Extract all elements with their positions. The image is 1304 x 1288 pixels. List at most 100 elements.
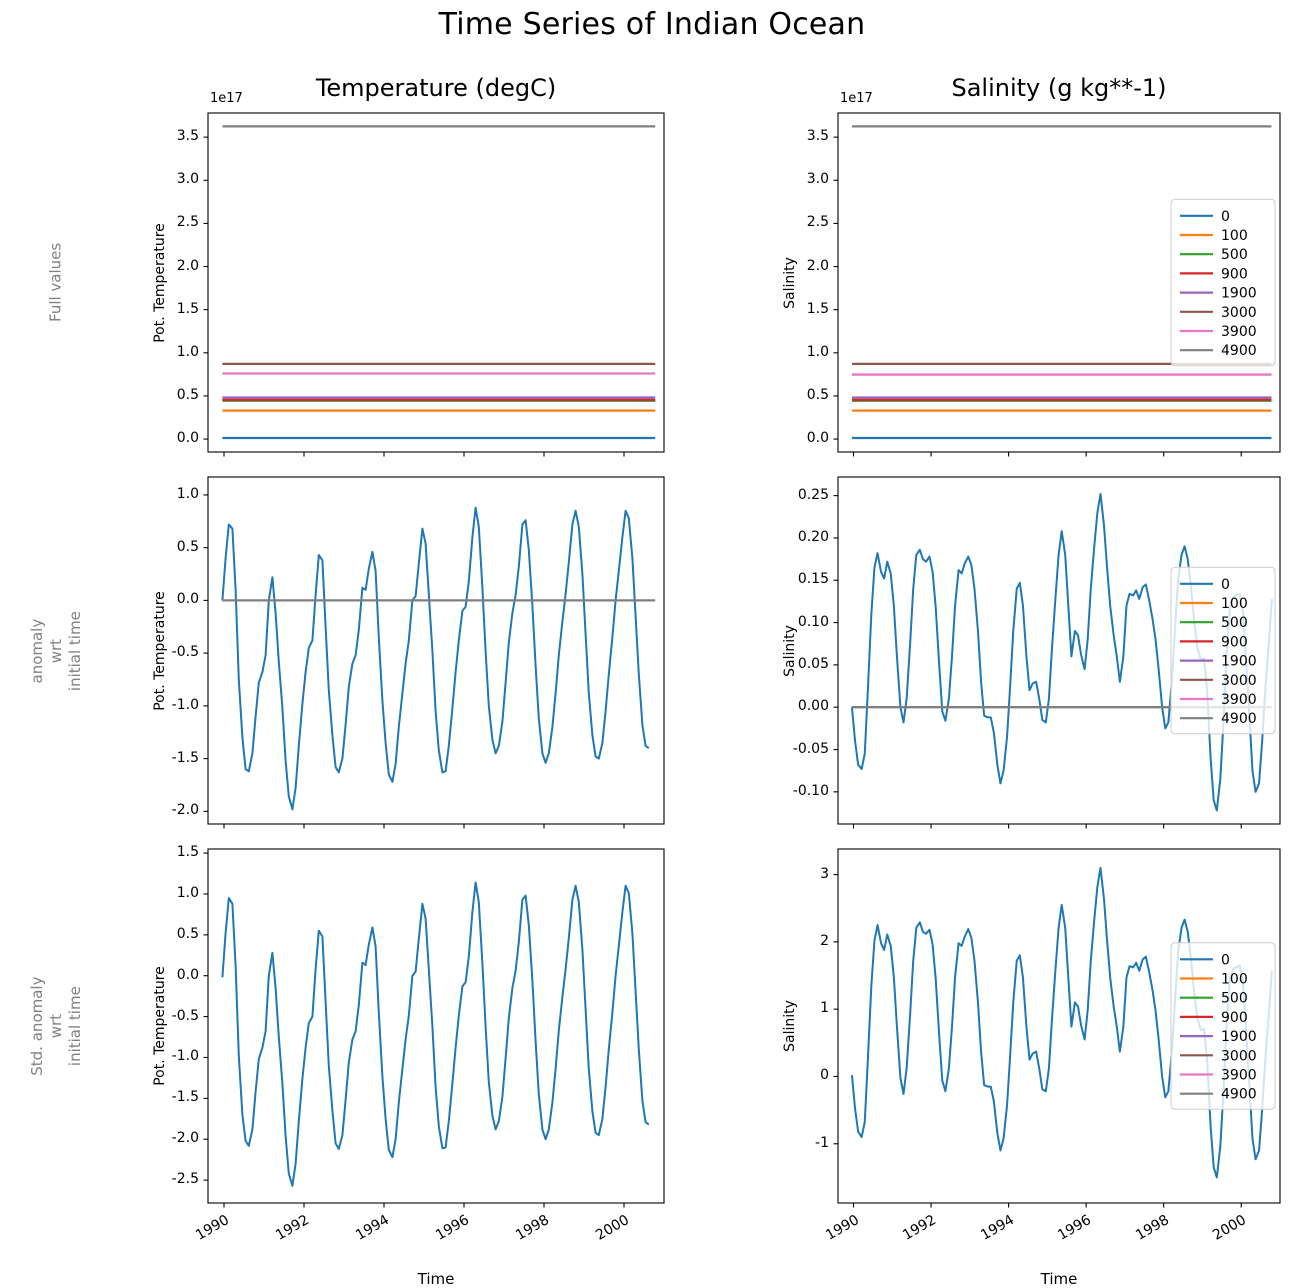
axes-frame <box>837 848 1281 1204</box>
legend-label-3900: 3900 <box>1221 1068 1257 1084</box>
legend-label-0: 0 <box>1221 209 1230 225</box>
y-tick-label: 3.0 <box>806 171 829 188</box>
legend-label-3000: 3000 <box>1221 673 1257 689</box>
y-tick-label: -1.0 <box>171 1048 199 1065</box>
legend-label-100: 100 <box>1221 972 1248 988</box>
legend-label-900: 900 <box>1221 266 1248 282</box>
y-tick-label: 0.0 <box>176 430 199 447</box>
legend-label-1900: 1900 <box>1221 654 1257 670</box>
legend-label-500: 500 <box>1221 247 1248 263</box>
axes-frame <box>837 476 1281 825</box>
y-tick-label: -2.5 <box>171 1171 199 1188</box>
y-tick-label: 1.0 <box>176 343 199 360</box>
x-tick-label: 1994 <box>353 1212 392 1244</box>
y-tick-label: 0.0 <box>176 591 199 608</box>
y-tick-label: 1.5 <box>806 300 829 317</box>
row-label-1: anomaly wrt initial time <box>27 610 84 691</box>
y-tick-label: 1.0 <box>806 343 829 360</box>
y-tick-label: 1.5 <box>176 844 199 861</box>
y-tick-label: 0 <box>820 1067 829 1084</box>
y-tick-label: 0.0 <box>806 430 829 447</box>
y-tick-label: 2.5 <box>806 214 829 231</box>
y-tick-label: -2.0 <box>171 1130 199 1147</box>
y-tick-label: 0.5 <box>176 538 199 555</box>
data-area <box>850 866 1273 1179</box>
y-tick-label: 2.0 <box>806 257 829 274</box>
legend-label-3900: 3900 <box>1221 324 1257 340</box>
y-tick-label: 2 <box>820 932 829 949</box>
x-tick-label: 1992 <box>273 1212 312 1244</box>
y-tick-label: 2.5 <box>176 214 199 231</box>
y-tick-label: 1.0 <box>176 485 199 502</box>
y-tick-label: 0.10 <box>797 613 829 630</box>
x-axis-label-0: Time <box>417 1270 455 1288</box>
legend-label-0: 0 <box>1221 577 1230 593</box>
y-tick-label: -2.0 <box>171 802 199 819</box>
y-tick-label: -1.0 <box>171 696 199 713</box>
y-tick-label: -1.5 <box>171 1089 199 1106</box>
y-tick-label: 0.25 <box>797 486 829 503</box>
column-title-1: Salinity (g kg**-1) <box>951 74 1167 102</box>
legend-label-900: 900 <box>1221 1010 1248 1026</box>
legend-label-4900: 4900 <box>1221 343 1257 359</box>
x-tick-label: 1996 <box>433 1212 472 1244</box>
y-tick-label: -1.5 <box>171 749 199 766</box>
row-label-0: Full values <box>46 242 65 322</box>
x-tick-label: 1998 <box>513 1212 552 1244</box>
x-tick-label: 2000 <box>593 1212 632 1244</box>
legend-label-4900: 4900 <box>1221 711 1257 727</box>
y-axis-label-row1-col1: Pot. Temperature <box>151 222 168 343</box>
legend-label-1900: 1900 <box>1221 1029 1257 1045</box>
y-tick-label: 0.5 <box>176 386 199 403</box>
axes-frame <box>837 112 1281 453</box>
x-tick-label: 1990 <box>193 1212 232 1244</box>
y-axis-label-row2-col2: Salinity <box>781 624 798 677</box>
y-tick-label: 2.0 <box>176 257 199 274</box>
series-line-0 <box>850 866 1273 1179</box>
y-tick-label: 1.0 <box>176 884 199 901</box>
y-tick-label: 0.5 <box>806 386 829 403</box>
y-axis-label-row1-col2: Salinity <box>781 256 798 309</box>
y-tick-label: 3.0 <box>176 171 199 188</box>
legend-label-900: 900 <box>1221 634 1248 650</box>
column-title-0: Temperature (degC) <box>315 74 557 102</box>
y-axis-label-row3-col2: Salinity <box>781 1000 798 1052</box>
legend-label-3000: 3000 <box>1221 305 1257 321</box>
legend-label-100: 100 <box>1221 596 1248 612</box>
y-tick-label: -0.5 <box>171 1007 199 1024</box>
y-tick-label: 0.20 <box>797 528 829 545</box>
legend-label-500: 500 <box>1221 991 1248 1007</box>
y-tick-label: 0.05 <box>797 655 829 672</box>
legend-label-4900: 4900 <box>1221 1087 1257 1103</box>
y-tick-label: 1.5 <box>176 300 199 317</box>
y-tick-label: -0.05 <box>792 740 829 757</box>
y-offset-text-0: 1e17 <box>210 91 243 106</box>
legend-label-3900: 3900 <box>1221 692 1257 708</box>
figure-suptitle: Time Series of Indian Ocean <box>438 7 866 42</box>
y-tick-label: 3 <box>820 865 829 882</box>
y-offset-text-1: 1e17 <box>840 91 873 106</box>
y-tick-label: 0.00 <box>797 698 829 715</box>
legend-label-500: 500 <box>1221 615 1248 631</box>
y-tick-label: 1 <box>820 1000 829 1017</box>
x-axis-label-1: Time <box>1040 1270 1078 1288</box>
y-tick-label: -0.5 <box>171 644 199 661</box>
data-area <box>851 125 1272 440</box>
legend-label-0: 0 <box>1221 952 1230 968</box>
y-tick-label: 0.5 <box>176 925 199 942</box>
y-tick-label: 3.5 <box>176 128 199 145</box>
y-tick-label: 0.15 <box>797 571 829 588</box>
y-tick-label: -1 <box>815 1134 829 1151</box>
legend-label-1900: 1900 <box>1221 286 1257 302</box>
legend-label-100: 100 <box>1221 228 1248 244</box>
legend-box <box>1170 198 1276 367</box>
legend-box <box>1170 566 1276 735</box>
y-tick-label: -0.10 <box>792 782 829 799</box>
legend-box <box>1170 942 1276 1110</box>
series-line-0 <box>850 492 1273 812</box>
legend-label-3000: 3000 <box>1221 1048 1257 1064</box>
y-tick-label: 0.0 <box>176 966 199 983</box>
y-tick-label: 3.5 <box>806 128 829 145</box>
y-axis-label-row2-col1: Pot. Temperature <box>151 590 168 711</box>
